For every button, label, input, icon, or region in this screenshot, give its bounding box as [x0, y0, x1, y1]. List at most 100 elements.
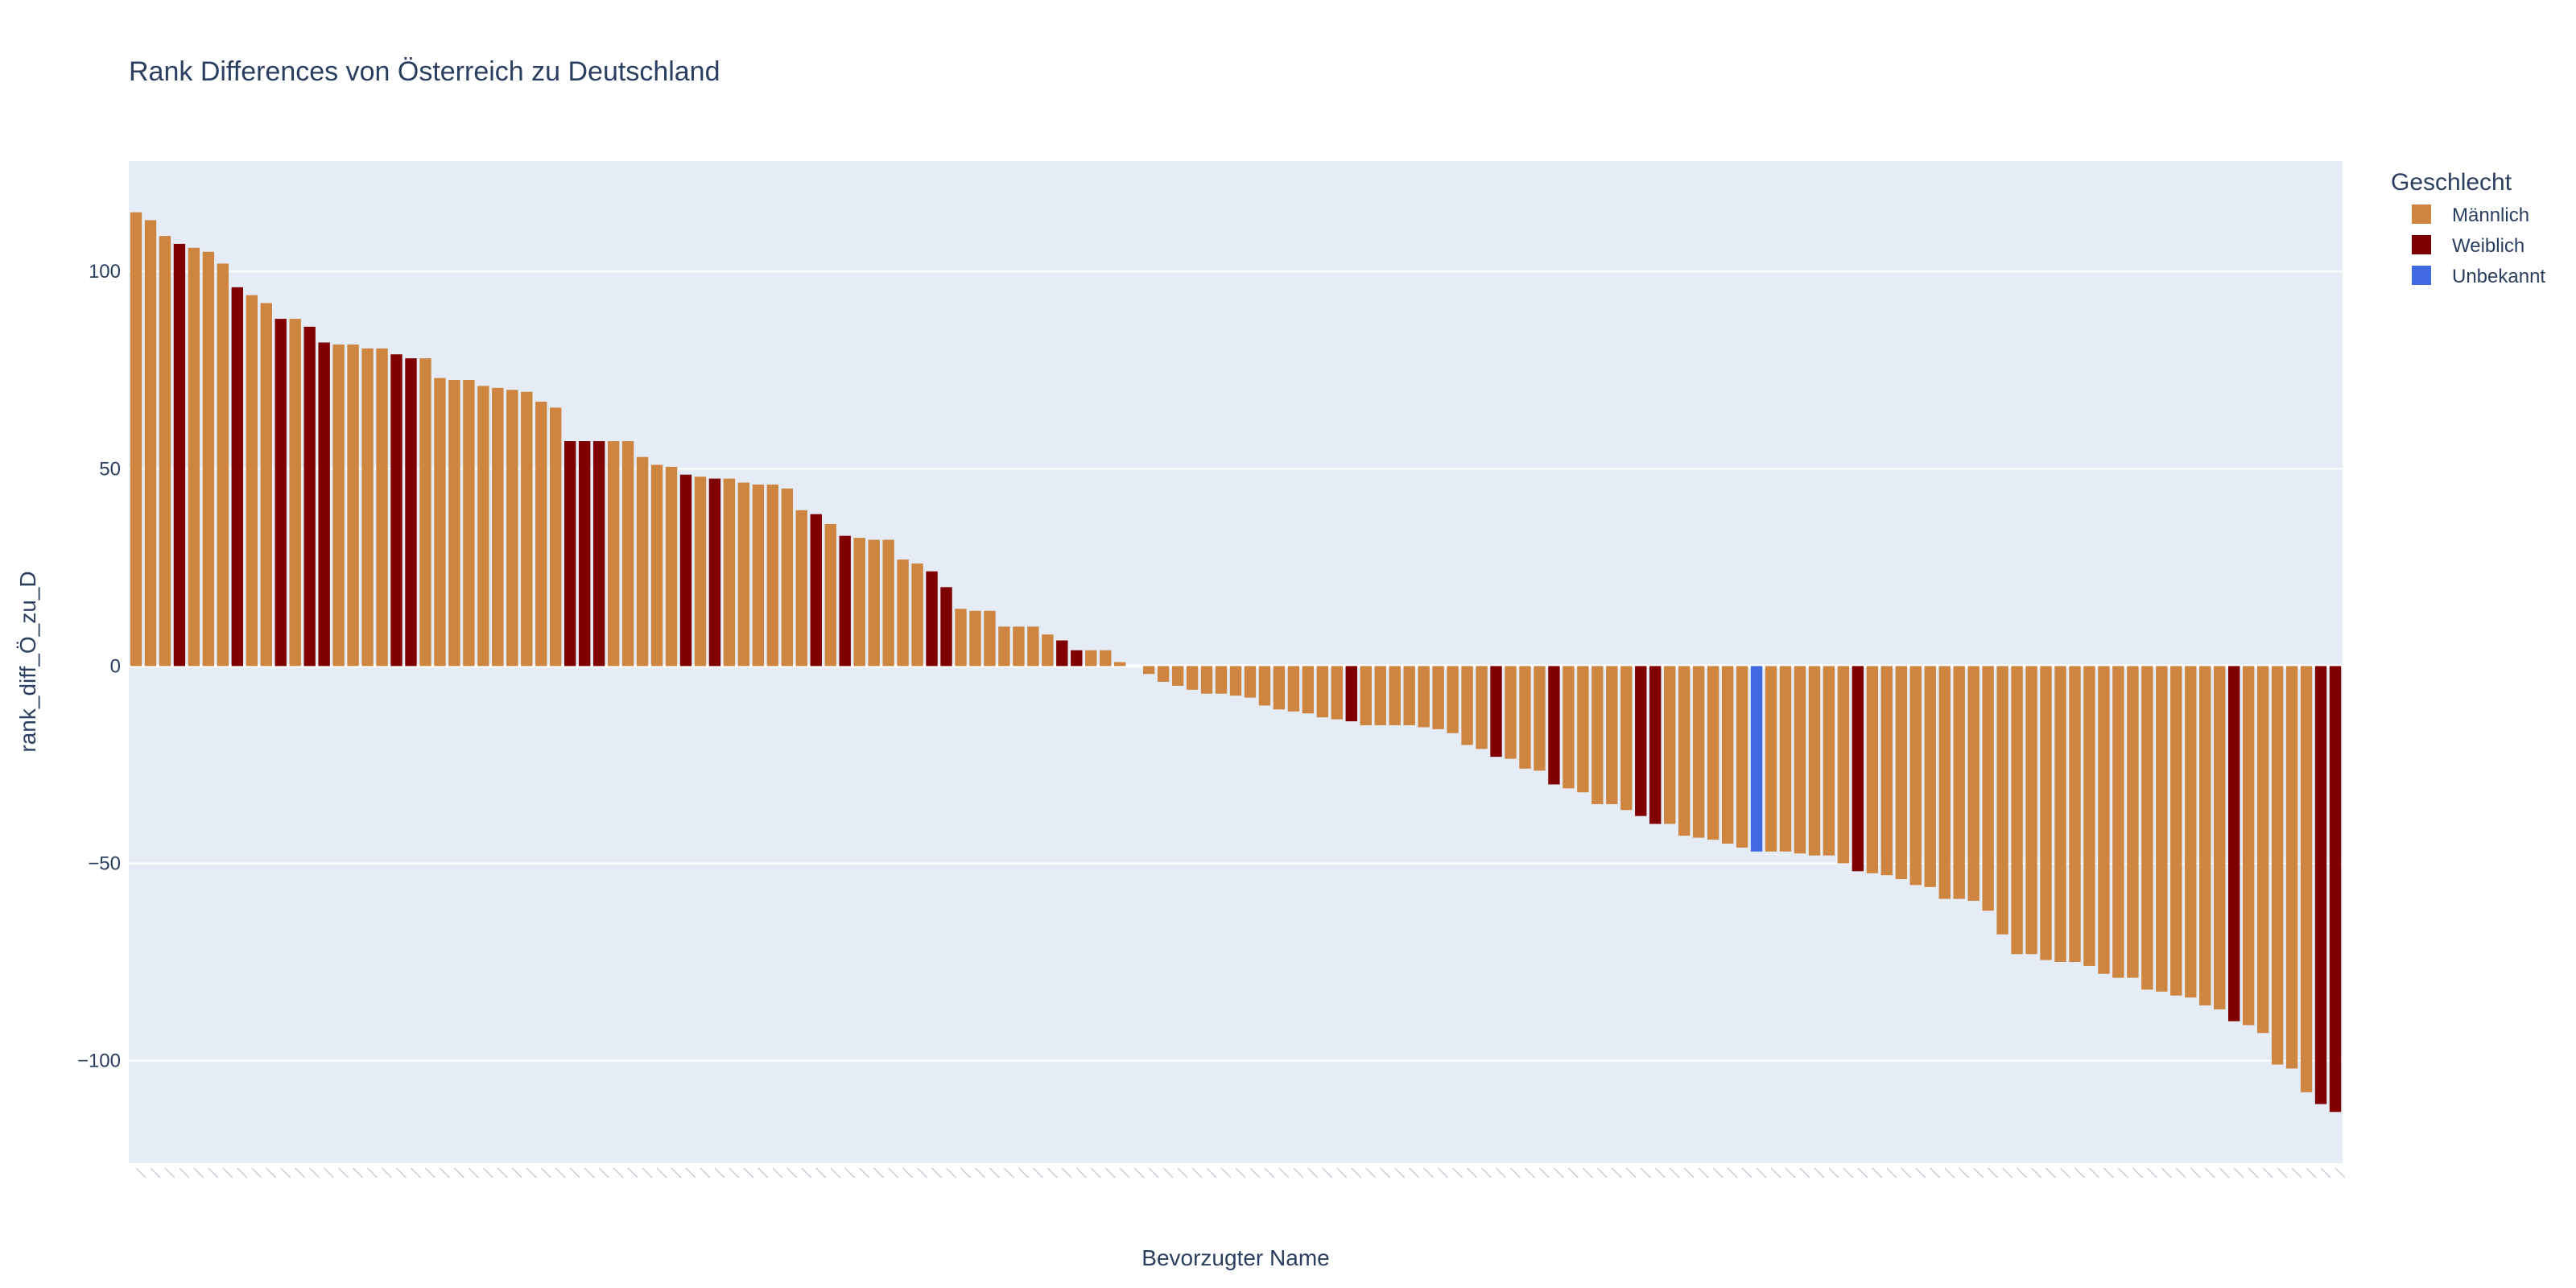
bar[interactable] [2256, 666, 2269, 1034]
bar[interactable] [708, 478, 721, 667]
bar[interactable] [1447, 666, 1459, 733]
bar[interactable] [347, 344, 359, 667]
bar[interactable] [984, 610, 996, 667]
bar[interactable] [2040, 666, 2052, 960]
bar[interactable] [1779, 666, 1792, 852]
bar[interactable] [1967, 666, 1979, 902]
bar[interactable] [492, 387, 504, 667]
bar[interactable] [1736, 666, 1748, 848]
bar[interactable] [217, 263, 229, 667]
bar[interactable] [1200, 666, 1213, 694]
bar[interactable] [1071, 650, 1083, 667]
bar[interactable] [2199, 666, 2211, 1005]
legend-label-weiblich[interactable]: Weiblich [2452, 235, 2524, 257]
legend-swatch-weiblich[interactable] [2412, 235, 2431, 254]
bar[interactable] [1721, 666, 1734, 844]
bar[interactable] [419, 358, 431, 667]
bar[interactable] [1476, 666, 1488, 749]
bar[interactable] [1563, 666, 1575, 789]
bar[interactable] [868, 539, 880, 667]
bar[interactable] [1620, 666, 1633, 811]
bar[interactable] [2127, 666, 2139, 978]
bar[interactable] [2329, 666, 2342, 1113]
bar[interactable] [955, 609, 967, 667]
bar[interactable] [1042, 634, 1054, 667]
bar[interactable] [2025, 666, 2037, 955]
bar[interactable] [781, 488, 793, 667]
bar[interactable] [1171, 666, 1184, 686]
bar[interactable] [723, 478, 736, 667]
bar[interactable] [1374, 666, 1386, 725]
bar[interactable] [1114, 662, 1126, 667]
bar[interactable] [434, 378, 446, 667]
bar[interactable] [2069, 666, 2081, 963]
bar[interactable] [839, 535, 851, 667]
bar[interactable] [853, 538, 865, 667]
bar[interactable] [1794, 666, 1806, 854]
bar[interactable] [1186, 666, 1199, 690]
bar[interactable] [1157, 666, 1170, 683]
bar[interactable] [1432, 666, 1444, 729]
bar[interactable] [1678, 666, 1690, 836]
bar[interactable] [897, 559, 909, 667]
bar[interactable] [2285, 666, 2298, 1069]
bar[interactable] [1258, 666, 1271, 706]
legend-swatch-unbekannt[interactable] [2412, 266, 2431, 285]
bar[interactable] [332, 344, 345, 667]
bar[interactable] [535, 401, 547, 667]
bar[interactable] [1505, 666, 1517, 759]
bar[interactable] [1852, 666, 1864, 872]
bar[interactable] [1345, 666, 1357, 722]
bar[interactable] [246, 295, 258, 667]
bar[interactable] [1707, 666, 1719, 840]
bar[interactable] [1982, 666, 1994, 911]
bar[interactable] [390, 354, 402, 667]
bar[interactable] [1649, 666, 1662, 824]
bar[interactable] [463, 380, 475, 667]
bar[interactable] [795, 510, 807, 667]
bar[interactable] [361, 348, 374, 667]
bar[interactable] [752, 484, 765, 667]
bar[interactable] [2011, 666, 2023, 955]
bar[interactable] [1215, 666, 1228, 694]
bar[interactable] [231, 287, 243, 667]
bar[interactable] [1866, 666, 1879, 873]
bar[interactable] [2300, 666, 2313, 1092]
bar[interactable] [550, 407, 562, 667]
bar[interactable] [2112, 666, 2124, 978]
bar[interactable] [969, 610, 981, 667]
bar[interactable] [1909, 666, 1922, 886]
bar[interactable] [477, 386, 489, 667]
bar[interactable] [1548, 666, 1560, 785]
bar[interactable] [289, 319, 301, 667]
bar[interactable] [926, 571, 938, 667]
bar[interactable] [303, 326, 316, 667]
bar[interactable] [1085, 650, 1097, 667]
bar[interactable] [1360, 666, 1372, 725]
bar[interactable] [173, 243, 186, 667]
bar[interactable] [1692, 666, 1705, 838]
bar[interactable] [2170, 666, 2182, 996]
bar[interactable] [2098, 666, 2110, 974]
bar[interactable] [1490, 666, 1502, 758]
bar[interactable] [1880, 666, 1893, 876]
bar[interactable] [2214, 666, 2226, 1009]
bar[interactable] [1519, 666, 1531, 769]
bar[interactable] [882, 539, 894, 667]
bar[interactable] [1953, 666, 1965, 899]
bar[interactable] [1244, 666, 1257, 698]
bar[interactable] [1273, 666, 1286, 710]
bar[interactable] [810, 514, 822, 667]
bar[interactable] [1461, 666, 1473, 745]
bar[interactable] [1418, 666, 1430, 728]
bar[interactable] [1823, 666, 1835, 856]
bar[interactable] [521, 391, 533, 667]
bar[interactable] [1100, 650, 1112, 667]
bar[interactable] [592, 441, 605, 667]
bar[interactable] [940, 587, 952, 667]
bar[interactable] [1056, 640, 1068, 667]
bar[interactable] [564, 441, 576, 667]
bar[interactable] [766, 484, 779, 667]
bar[interactable] [1938, 666, 1951, 899]
bar[interactable] [1229, 666, 1242, 696]
